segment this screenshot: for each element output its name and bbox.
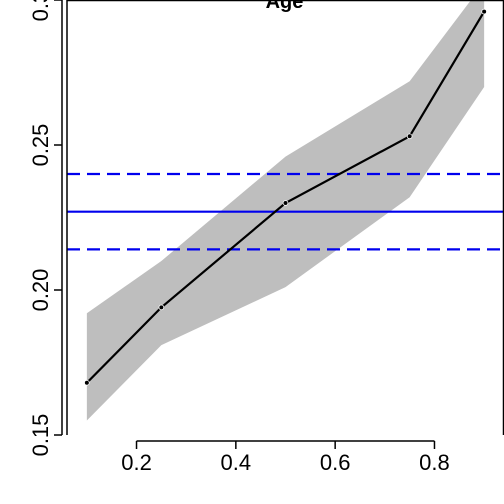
plot-area	[67, 0, 504, 420]
y-tick-label: 0.30	[28, 0, 53, 21]
x-tick-label: 0.2	[121, 450, 152, 475]
y-tick-label: 0.20	[28, 269, 53, 312]
x-tick-label: 0.4	[221, 450, 252, 475]
x-tick-label: 0.6	[320, 450, 351, 475]
series-point	[284, 201, 288, 205]
chart-title: Age	[266, 0, 304, 13]
confidence-band	[87, 0, 484, 420]
x-tick-label: 0.8	[419, 450, 450, 475]
series-point	[159, 305, 163, 309]
y-tick-label: 0.15	[28, 414, 53, 457]
series-point	[482, 10, 486, 14]
series-point	[408, 134, 412, 138]
series-point	[85, 381, 89, 385]
y-tick-label: 0.25	[28, 124, 53, 167]
